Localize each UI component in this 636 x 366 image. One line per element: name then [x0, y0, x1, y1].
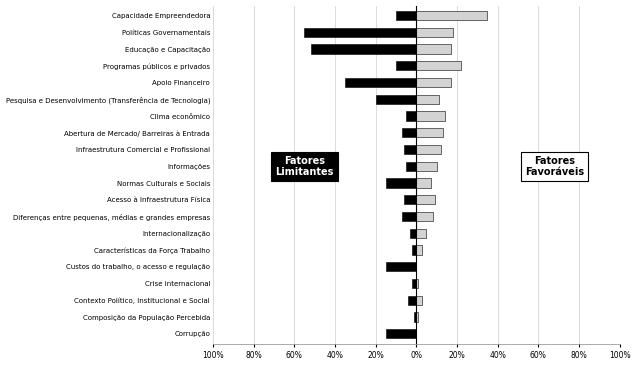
Bar [417, 128, 443, 137]
Bar [402, 128, 417, 137]
Bar [412, 279, 417, 288]
Text: Fatores
Limitantes: Fatores Limitantes [275, 156, 334, 177]
Bar [417, 296, 422, 305]
Bar [417, 279, 418, 288]
Bar [404, 145, 417, 154]
Bar [386, 262, 417, 271]
Bar [402, 212, 417, 221]
Bar [417, 313, 418, 322]
Bar [417, 162, 437, 171]
Bar [417, 212, 432, 221]
Bar [386, 179, 417, 188]
Bar [417, 229, 427, 238]
Bar [417, 145, 441, 154]
Bar [417, 11, 487, 20]
Bar [417, 179, 431, 188]
Bar [406, 162, 417, 171]
Bar [417, 61, 461, 70]
Bar [417, 28, 453, 37]
Bar [376, 95, 417, 104]
Bar [417, 195, 434, 204]
Bar [417, 112, 445, 121]
Bar [417, 246, 422, 255]
Bar [406, 112, 417, 121]
Bar [310, 45, 417, 54]
Text: Fatores
Favoráveis: Fatores Favoráveis [525, 156, 584, 177]
Bar [408, 296, 417, 305]
Bar [404, 195, 417, 204]
Bar [396, 11, 417, 20]
Bar [386, 329, 417, 338]
Bar [417, 78, 451, 87]
Bar [410, 229, 417, 238]
Bar [305, 28, 417, 37]
Bar [417, 45, 451, 54]
Bar [412, 246, 417, 255]
Bar [345, 78, 417, 87]
Bar [414, 313, 417, 322]
Bar [417, 95, 439, 104]
Bar [396, 61, 417, 70]
